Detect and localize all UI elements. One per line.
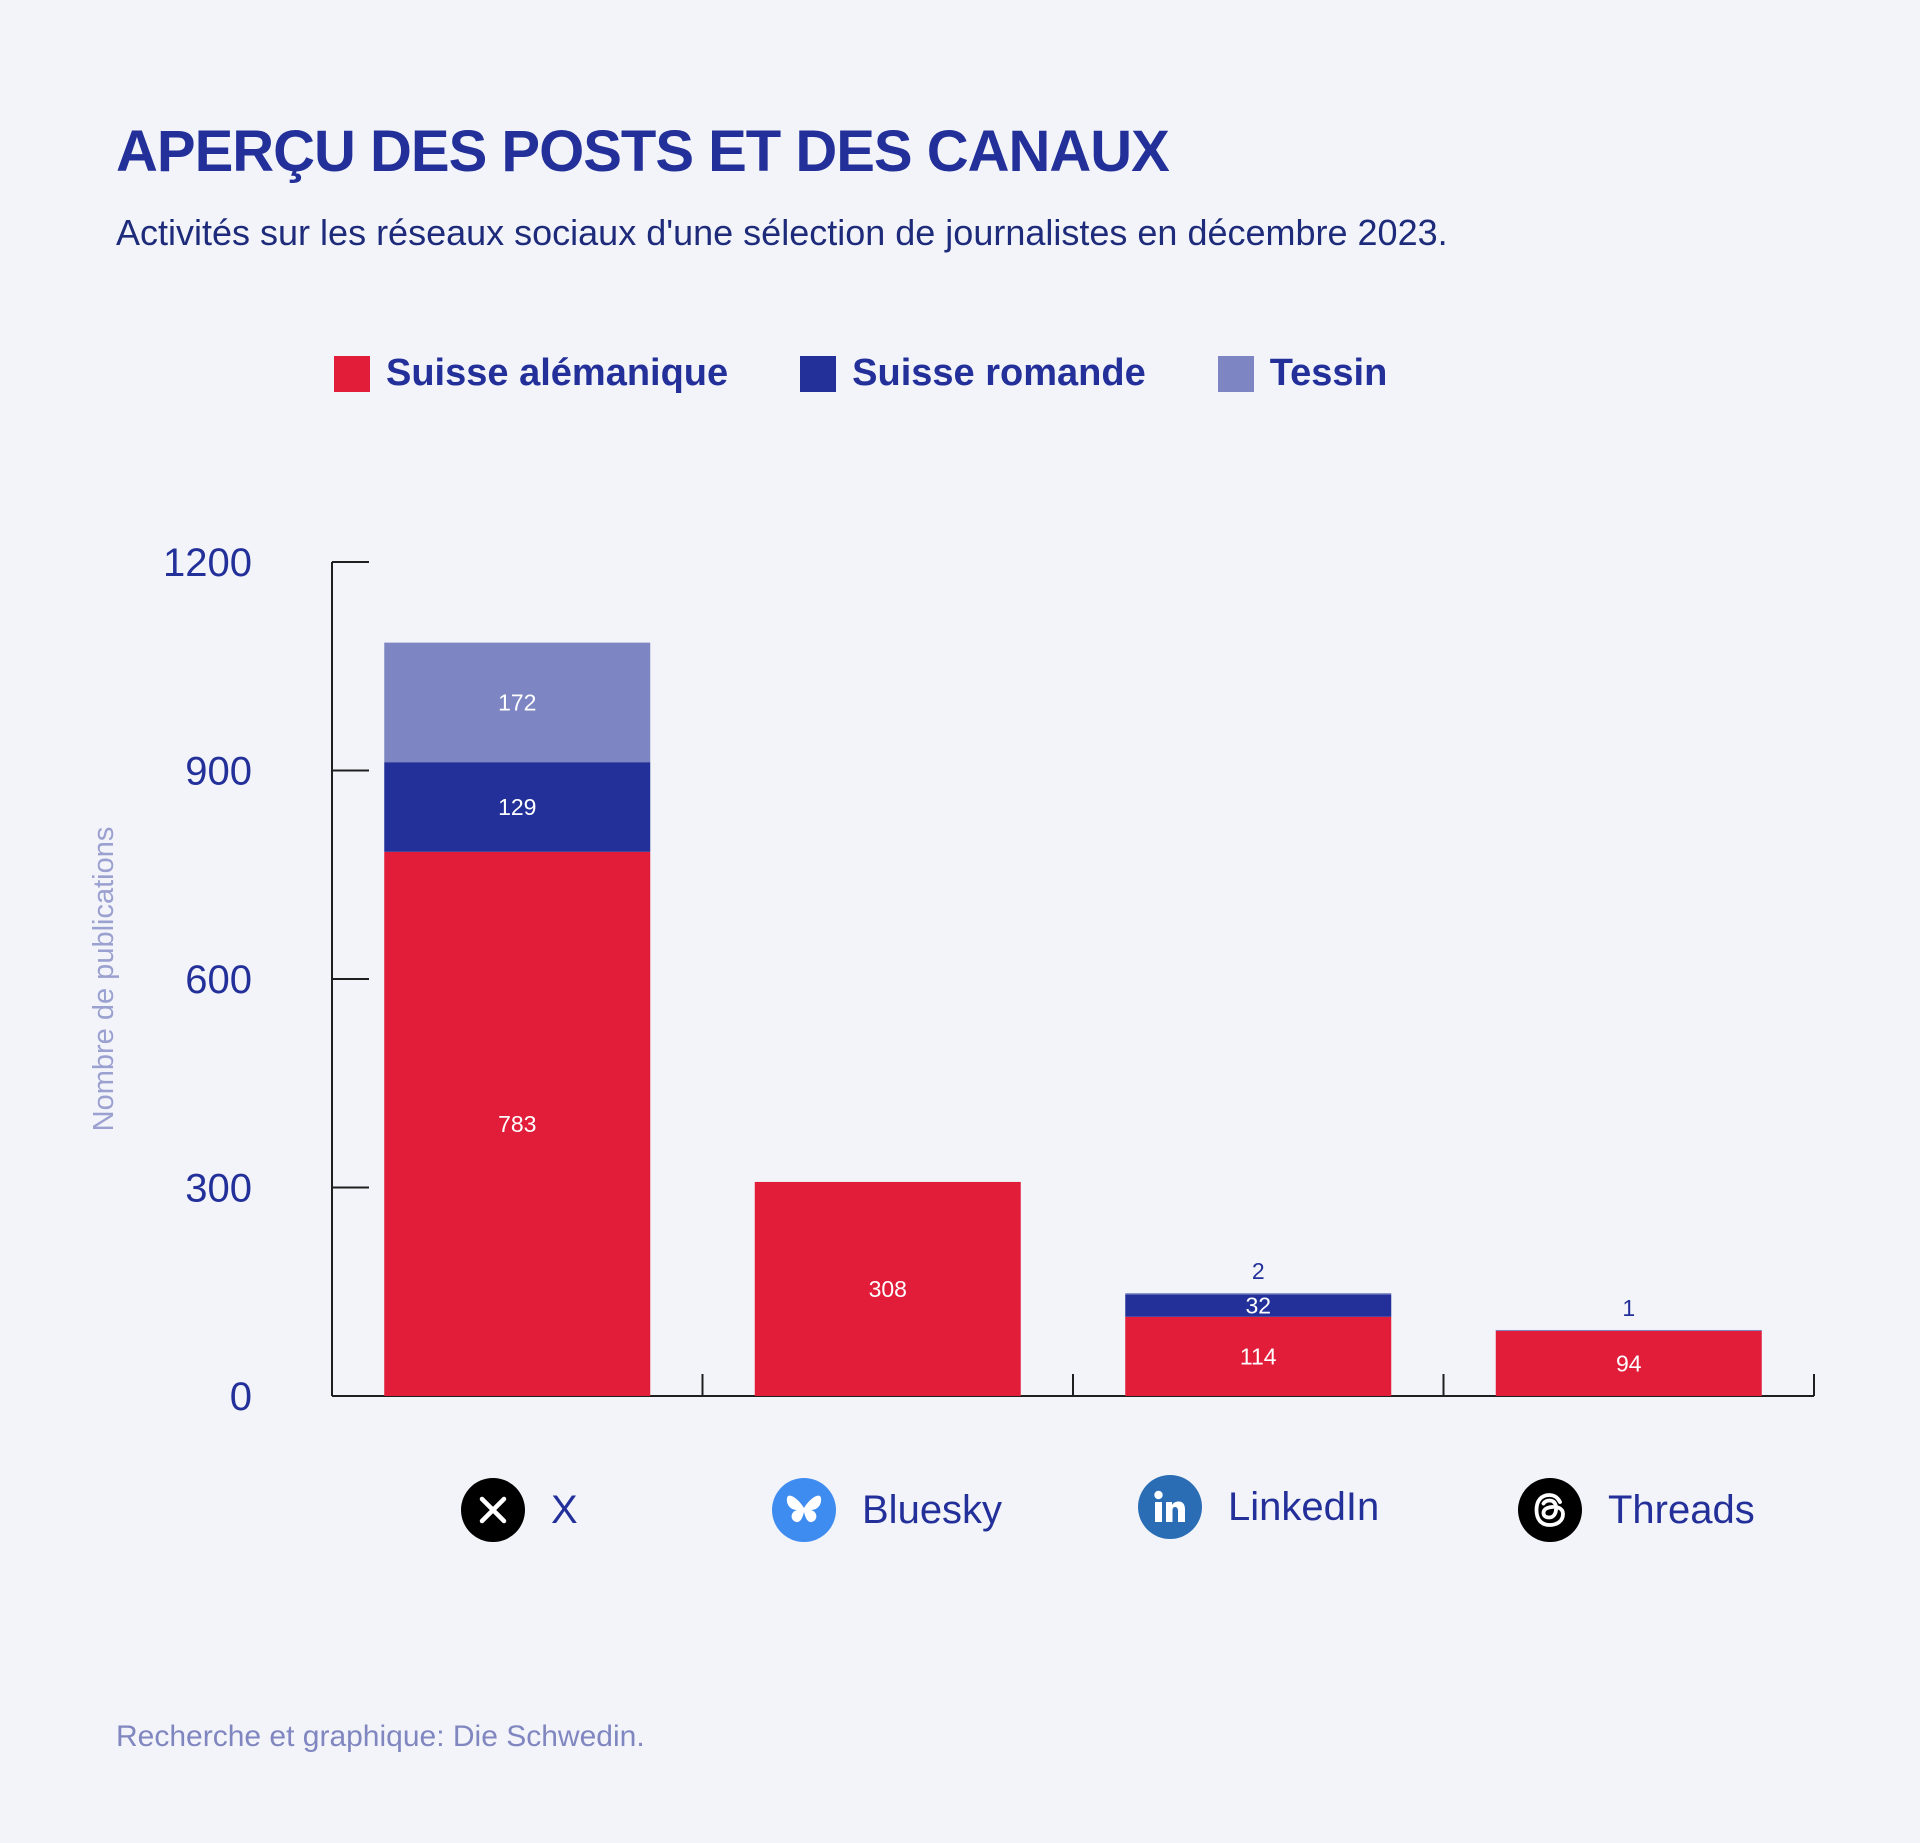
category-label-bluesky: Bluesky (772, 1478, 1002, 1542)
linkedin-icon (1138, 1475, 1202, 1539)
category-label-text: Bluesky (862, 1487, 1003, 1532)
legend-label: Suisse romande (852, 352, 1146, 394)
y-tick-label: 900 (185, 750, 252, 794)
y-axis-title: Nombre de publications (88, 827, 120, 1132)
bluesky-butterfly-icon (772, 1478, 836, 1542)
bar-segment (1495, 1329, 1762, 1331)
legend-item-suisse-romande: Suisse romande (800, 352, 1146, 395)
bar-segment (1495, 1330, 1762, 1396)
chart-title: APERÇU DES POSTS ET DES CANAUX (116, 119, 1170, 184)
data-label: 94 (1616, 1350, 1642, 1376)
data-label: 114 (1240, 1343, 1277, 1369)
legend-item-tessin: Tessin (1217, 352, 1388, 395)
y-tick-label: 300 (185, 1167, 252, 1211)
legend-swatch (800, 355, 837, 392)
y-tick-label: 0 (230, 1375, 252, 1419)
data-label: 783 (498, 1111, 536, 1137)
y-tick-label: 600 (185, 958, 252, 1002)
threads-icon (1518, 1478, 1582, 1542)
chart-subtitle: Activités sur les réseaux sociaux d'une … (116, 212, 1448, 253)
category-label-text: X (551, 1487, 578, 1532)
bar-segment (754, 1181, 1021, 1396)
source-note: Recherche et graphique: Die Schwedin. (116, 1720, 645, 1753)
legend-swatch (334, 355, 370, 392)
category-label-text: LinkedIn (1228, 1484, 1380, 1529)
legend-swatch (1217, 355, 1254, 392)
data-label: 2 (1252, 1258, 1265, 1284)
data-label: 32 (1245, 1293, 1271, 1319)
category-label-linkedin: LinkedIn (1138, 1475, 1379, 1539)
bar-segment (384, 762, 651, 852)
category-label-text: Threads (1608, 1487, 1755, 1532)
legend: Suisse alémanique Suisse romande Tessin (334, 352, 1459, 395)
y-tick-label: 1200 (163, 541, 252, 585)
stacked-bar-chart: 0 300 600 900 1200 Nombre de publications 783 1… (88, 541, 1815, 1419)
data-label: 129 (498, 794, 536, 820)
category-label-x: X (461, 1478, 578, 1542)
legend-item-suisse-alemanique: Suisse alémanique (334, 352, 728, 395)
x-logo-icon (461, 1478, 525, 1542)
legend-label: Tessin (1269, 352, 1388, 394)
bar-segment (384, 642, 651, 763)
category-label-threads: Threads (1518, 1478, 1755, 1542)
data-label: 1 (1622, 1295, 1635, 1321)
bar-segment (1125, 1316, 1392, 1396)
bar-segment (1125, 1293, 1392, 1295)
bar-segment (1125, 1294, 1392, 1317)
legend-label: Suisse alémanique (386, 352, 729, 394)
bar-segment (384, 851, 651, 1396)
data-label: 172 (498, 689, 536, 715)
data-label: 308 (869, 1276, 907, 1302)
